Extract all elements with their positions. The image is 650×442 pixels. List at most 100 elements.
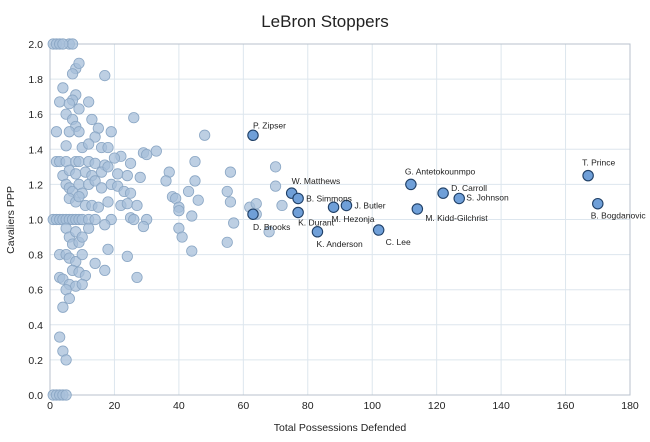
data-point bbox=[73, 191, 85, 203]
labeled-point bbox=[311, 226, 324, 238]
data-point bbox=[137, 220, 150, 233]
chart-title: LeBron Stoppers bbox=[261, 12, 389, 31]
point-label: D. Carroll bbox=[451, 183, 487, 193]
data-point bbox=[99, 69, 111, 82]
data-point bbox=[76, 249, 88, 261]
y-tick-label: 1.4 bbox=[28, 144, 43, 156]
x-tick-label: 100 bbox=[363, 400, 381, 412]
point-label: W. Matthews bbox=[292, 176, 341, 186]
labeled-point bbox=[372, 224, 385, 236]
point-label: B. Bogdanovic bbox=[591, 211, 647, 221]
data-point bbox=[182, 185, 195, 198]
data-point bbox=[70, 168, 82, 180]
data-point bbox=[221, 236, 233, 248]
data-point bbox=[83, 138, 95, 150]
point-label: J. Butler bbox=[354, 200, 385, 210]
data-point bbox=[89, 157, 101, 169]
data-point bbox=[60, 389, 72, 401]
data-point bbox=[66, 68, 79, 80]
data-point bbox=[89, 213, 101, 226]
x-tick-label: 40 bbox=[173, 400, 185, 412]
data-point bbox=[186, 210, 198, 222]
point-label: G. Antetokounmpo bbox=[405, 166, 476, 176]
data-point bbox=[83, 96, 95, 108]
data-point bbox=[121, 250, 133, 262]
data-point bbox=[83, 222, 95, 234]
x-tick-label: 0 bbox=[47, 400, 53, 412]
data-point bbox=[189, 175, 201, 187]
data-point bbox=[76, 231, 88, 243]
data-point bbox=[63, 126, 75, 138]
data-point bbox=[57, 38, 69, 50]
x-axis-label: Total Possessions Defended bbox=[274, 422, 407, 434]
data-point bbox=[66, 38, 79, 50]
y-axis-ticks: 0.0 0.2 0.4 0.6 0.8 1.0 1.2 1.4 1.6 1.8 2.0 bbox=[28, 39, 43, 402]
data-point bbox=[276, 199, 288, 212]
labeled-point bbox=[247, 129, 259, 142]
data-point bbox=[89, 131, 101, 143]
data-point bbox=[134, 171, 146, 183]
data-point bbox=[224, 166, 237, 178]
data-point bbox=[224, 196, 237, 208]
data-point bbox=[131, 271, 143, 284]
y-tick-label: 0.2 bbox=[28, 355, 43, 367]
data-point bbox=[57, 301, 69, 313]
y-tick-label: 1.2 bbox=[28, 179, 43, 191]
y-tick-label: 1.8 bbox=[28, 74, 43, 86]
data-points bbox=[47, 38, 288, 401]
labeled-point bbox=[292, 192, 304, 205]
labeled-point bbox=[453, 192, 465, 205]
x-axis-ticks: 0 20 40 60 80 100 120 140 160 180 bbox=[47, 400, 639, 412]
data-point bbox=[186, 245, 198, 257]
data-point bbox=[54, 96, 66, 108]
x-tick-label: 180 bbox=[621, 400, 639, 412]
data-point bbox=[50, 126, 63, 138]
data-point bbox=[99, 219, 111, 231]
data-point bbox=[60, 354, 72, 366]
data-point bbox=[128, 112, 140, 124]
y-axis-label: Cavaliers PPP bbox=[5, 186, 17, 254]
labeled-point bbox=[582, 169, 594, 182]
data-point bbox=[73, 57, 85, 69]
x-tick-label: 80 bbox=[302, 400, 314, 412]
y-tick-label: 0.4 bbox=[28, 320, 43, 332]
data-point bbox=[54, 331, 66, 343]
point-label: K. Anderson bbox=[316, 239, 363, 249]
point-label: P. Zipser bbox=[253, 120, 286, 130]
y-tick-label: 1.0 bbox=[28, 215, 43, 227]
data-point bbox=[57, 82, 69, 94]
labeled-point bbox=[411, 203, 424, 215]
point-label: S. Johnson bbox=[466, 192, 509, 202]
data-point bbox=[105, 126, 117, 138]
data-point bbox=[173, 205, 185, 217]
data-point bbox=[221, 185, 233, 198]
data-point bbox=[92, 201, 104, 213]
y-tick-label: 1.6 bbox=[28, 109, 43, 121]
data-point bbox=[150, 145, 162, 157]
point-label: M. Hezonja bbox=[332, 214, 375, 224]
data-point bbox=[76, 278, 88, 291]
data-point bbox=[269, 180, 282, 192]
x-tick-label: 160 bbox=[557, 400, 575, 412]
data-point bbox=[160, 175, 172, 187]
data-point bbox=[189, 155, 201, 168]
data-point bbox=[228, 217, 240, 229]
data-point bbox=[89, 175, 101, 187]
data-point bbox=[124, 187, 137, 199]
point-label: M. Kidd-Gilchrist bbox=[425, 213, 488, 223]
data-point bbox=[102, 141, 114, 154]
y-tick-label: 0.0 bbox=[28, 390, 43, 402]
data-point bbox=[199, 129, 211, 141]
x-tick-label: 120 bbox=[428, 400, 446, 412]
labeled-point bbox=[327, 201, 340, 213]
point-label: T. Prince bbox=[582, 158, 615, 168]
data-point bbox=[73, 155, 85, 168]
x-tick-label: 60 bbox=[237, 400, 249, 412]
labeled-point bbox=[592, 197, 604, 210]
data-point bbox=[250, 198, 262, 210]
data-point bbox=[176, 231, 188, 243]
labeled-point bbox=[247, 208, 259, 220]
y-tick-label: 0.6 bbox=[28, 285, 43, 297]
